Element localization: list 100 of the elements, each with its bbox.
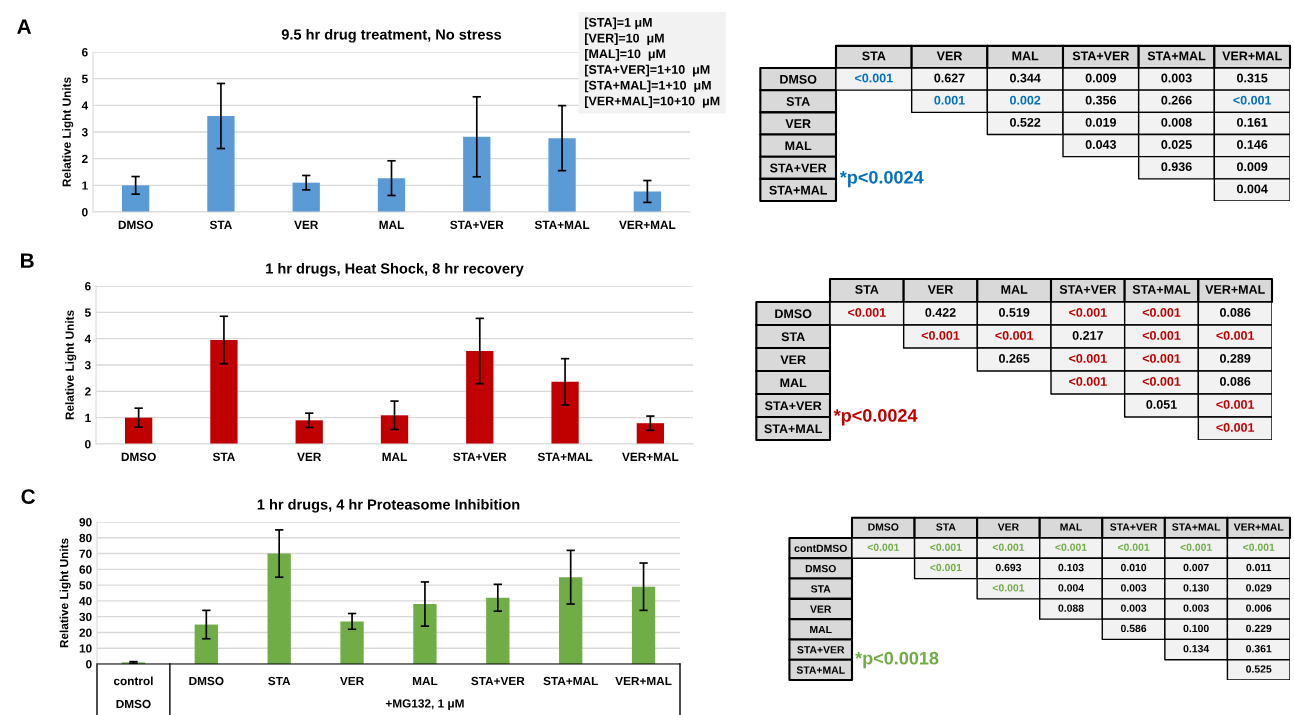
bar: [559, 577, 583, 664]
data-label: 0.266: [1161, 95, 1192, 105]
y-tick-label: DMSO: [805, 564, 836, 573]
text: <0.001: [1216, 423, 1255, 432]
x-tick-label: VER: [936, 51, 963, 61]
y-tick-label: STA+VER: [769, 163, 827, 173]
y-tick-label: 0: [85, 440, 91, 449]
text: <0.001: [848, 308, 886, 317]
x-tick-label: VER+MAL: [619, 220, 676, 229]
x-tick-label: MAL: [1060, 523, 1082, 531]
bar: [413, 604, 437, 664]
data-label: 0.161: [1237, 117, 1268, 127]
y-tick-label: 20: [79, 628, 92, 637]
data-label: 0.356: [1085, 95, 1117, 105]
x-tick-label: VER+MAL: [1233, 523, 1284, 531]
text: B: [21, 253, 34, 268]
y-tick-label: STA+VER: [797, 646, 845, 654]
data-label: 0.001: [934, 95, 965, 105]
x-tick-label: STA+VER: [1110, 523, 1158, 531]
text: <0.001: [995, 331, 1034, 340]
y-tick-label: STA: [810, 585, 831, 593]
y-tick-label: 80: [79, 533, 92, 543]
data-label: 0.086: [1220, 377, 1251, 386]
data-label: 0.146: [1237, 140, 1268, 149]
data-label: 0.003: [1183, 604, 1209, 612]
text: <0.001: [1216, 400, 1255, 409]
bar: [548, 138, 576, 212]
text: <0.001: [855, 73, 893, 83]
bar: [122, 185, 150, 212]
bar: [267, 553, 291, 664]
annotation: *p<0.0024: [839, 170, 924, 188]
text: <0.001: [1142, 377, 1181, 386]
x-tick-label: MAL: [412, 676, 438, 686]
data-label: 0.693: [995, 563, 1022, 572]
data-label: 0.003: [1161, 73, 1192, 83]
x-tick-label: VER: [927, 285, 954, 294]
y-tick-label: 60: [79, 565, 92, 574]
x-tick-label: STA+VER: [471, 676, 525, 686]
text: <0.001: [1142, 354, 1181, 363]
bar: [551, 381, 579, 444]
data-label: 0.289: [1220, 354, 1251, 363]
y-tick-label: STA+MAL: [769, 185, 828, 195]
data-label: 0.051: [1146, 400, 1177, 409]
x-tick-label: MAL: [379, 220, 404, 229]
data-label: 0.009: [1237, 162, 1268, 172]
x-tick-label: STA+MAL: [537, 452, 593, 461]
bar: [194, 624, 218, 664]
chart-title: 9.5 hr drug treatment, No stress: [281, 28, 502, 43]
y-tick-label: 2: [81, 154, 88, 163]
text: <0.001: [1069, 377, 1107, 386]
y-tick-label: 70: [79, 549, 92, 558]
text: <0.001: [1243, 543, 1275, 551]
x-tick-label: VER: [294, 220, 319, 229]
y-axis-title: Relative Light Units: [62, 77, 74, 187]
data-label: 0.019: [1085, 117, 1117, 127]
data-label: 0.086: [1220, 308, 1251, 317]
x-tick-label: VER: [297, 452, 322, 461]
x-tick-label: STA+MAL: [534, 220, 590, 229]
x-tick-label: STA: [862, 51, 886, 61]
bar: [377, 178, 406, 212]
data-label: 0.010: [1120, 563, 1147, 572]
data-label: 0.008: [1161, 117, 1192, 127]
y-tick-label: 4: [81, 101, 89, 110]
text: <0.001: [1180, 543, 1212, 551]
data-label: 0.627: [934, 73, 965, 83]
y-tick-label: 2: [84, 387, 91, 396]
x-tick-label: DMSO: [868, 523, 899, 531]
y-tick-label: 1: [82, 181, 88, 190]
bar: [631, 586, 656, 664]
bar: [633, 191, 661, 212]
data-label: 0.134: [1183, 644, 1210, 653]
y-axis-title: Relative Light Units: [65, 310, 77, 420]
y-tick-label: DMSO: [780, 74, 817, 84]
text: <0.001: [992, 543, 1025, 551]
text: +MG132, 1 μM: [385, 699, 464, 710]
bar: [340, 621, 364, 664]
x-tick-label: STA: [209, 220, 232, 229]
y-tick-label: 0: [86, 660, 92, 669]
data-label: 0.043: [1085, 140, 1117, 149]
data-label: 0.011: [1246, 563, 1272, 572]
data-label: 0.088: [1058, 604, 1084, 612]
data-label: 0.103: [1058, 563, 1084, 572]
y-tick-label: DMSO: [775, 309, 812, 319]
data-label: 0.007: [1183, 563, 1209, 572]
bar: [207, 116, 235, 212]
y-tick-label: 90: [79, 518, 92, 527]
annotation: *p<0.0024: [833, 409, 918, 426]
data-label: 0.009: [1085, 73, 1117, 83]
y-tick-label: 50: [79, 581, 92, 590]
x-tick-label: STA+MAL: [543, 676, 598, 686]
data-label: 0.522: [1010, 117, 1041, 127]
text: <0.001: [867, 543, 900, 551]
data-label: 0.586: [1120, 624, 1147, 633]
text: <0.001: [1216, 331, 1255, 340]
annotation: *p<0.0018: [855, 651, 939, 669]
y-tick-label: contDMSO: [794, 544, 847, 553]
y-axis-title: Relative Light Units: [59, 538, 71, 648]
y-tick-label: 1: [85, 413, 91, 422]
data-label: 0.130: [1183, 584, 1209, 592]
text: <0.001: [1233, 95, 1272, 105]
